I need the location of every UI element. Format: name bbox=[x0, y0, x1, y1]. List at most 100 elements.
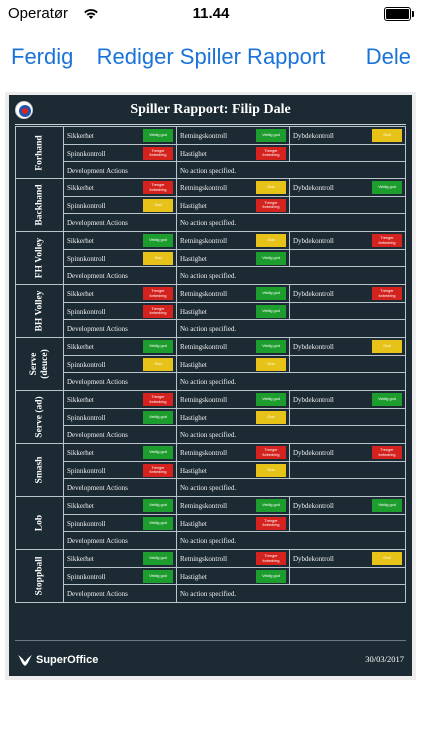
rating-badge: God bbox=[143, 198, 173, 212]
skill-label: Sikkerhet bbox=[67, 555, 94, 563]
rating-badge: God bbox=[143, 357, 173, 371]
skill-cell: Hastighet God bbox=[177, 355, 290, 373]
skill-label: Sikkerhet bbox=[67, 343, 94, 351]
rating-badge: Veldig god bbox=[143, 569, 173, 583]
skill-cell: Spinnkontroll Veldig god bbox=[64, 567, 177, 585]
skill-cell: Dybdekontroll Veldig god bbox=[290, 391, 405, 408]
skill-label: Spinnkontroll bbox=[67, 413, 106, 422]
report-document[interactable]: Spiller Rapport: Filip Dale Forhand Sikke… bbox=[9, 95, 412, 676]
skill-cell: Dybdekontroll Trenger forbedring bbox=[290, 232, 405, 249]
skill-cell: Hastighet Veldig god bbox=[177, 567, 290, 585]
rating-badge: Veldig god bbox=[143, 516, 173, 530]
skill-label: Hastighet bbox=[180, 307, 207, 316]
skill-cell: Dybdekontroll Trenger forbedring bbox=[290, 285, 405, 302]
skill-cell: Hastighet God bbox=[177, 408, 290, 426]
rating-badge: Veldig god bbox=[143, 129, 173, 142]
skill-cell: Sikkerhet Trenger forbedring bbox=[64, 285, 177, 302]
skill-label: Spinnkontroll bbox=[67, 307, 106, 316]
section-label: FH Volley bbox=[16, 232, 64, 284]
skill-label: Hastighet bbox=[180, 413, 207, 422]
skill-cell: Dybdekontroll God bbox=[290, 127, 405, 144]
development-actions-value: No action specified. bbox=[180, 431, 237, 440]
section-label: Lob bbox=[16, 497, 64, 549]
development-actions-value: No action specified. bbox=[180, 325, 237, 334]
skill-label: Retningskontroll bbox=[180, 555, 228, 563]
skill-cell: Hastighet Veldig god bbox=[177, 249, 290, 267]
skill-row: Spinnkontroll Trenger forbedring Hastighet… bbox=[64, 144, 405, 163]
section-3: BH Volley Sikkerhet Trenger forbedring Retn… bbox=[15, 285, 406, 338]
rating-badge: God bbox=[256, 357, 286, 371]
skill-label: Sikkerhet bbox=[67, 237, 94, 245]
development-actions-label: Development Actions bbox=[67, 537, 128, 546]
rating-badge: Trenger forbedring bbox=[256, 446, 286, 459]
skill-label: Sikkerhet bbox=[67, 502, 94, 510]
section-name: Lob bbox=[34, 514, 44, 532]
skill-cell bbox=[290, 409, 405, 426]
skill-label: Spinnkontroll bbox=[67, 149, 106, 158]
skill-row: Sikkerhet Trenger forbedring Retningskontr… bbox=[64, 391, 405, 409]
development-actions-row: Development Actions No action specified. bbox=[64, 373, 405, 391]
skill-cell: Hastighet God bbox=[177, 461, 290, 479]
carrier-name: Operatør bbox=[8, 5, 69, 22]
development-actions-label: Development Actions bbox=[67, 590, 128, 599]
development-actions-value-cell: No action specified. bbox=[177, 426, 405, 444]
rating-badge: Veldig god bbox=[143, 410, 173, 424]
rating-badge: Veldig god bbox=[372, 181, 402, 194]
skill-label: Dybdekontroll bbox=[293, 184, 334, 192]
section-5: Serve (ad) Sikkerhet Trenger forbedring Ret… bbox=[15, 391, 406, 444]
skill-cell: Spinnkontroll Veldig god bbox=[64, 514, 177, 532]
development-actions-value: No action specified. bbox=[180, 537, 237, 546]
skill-label: Hastighet bbox=[180, 360, 207, 369]
rating-badge: Veldig god bbox=[143, 446, 173, 459]
skill-cell: Retningskontroll God bbox=[177, 179, 290, 196]
skill-row: Spinnkontroll God Hastighet Veldig god bbox=[64, 249, 405, 268]
superoffice-logo-icon bbox=[18, 655, 32, 666]
skill-row: Spinnkontroll Veldig god Hastighet God bbox=[64, 408, 405, 427]
skill-label: Sikkerhet bbox=[67, 396, 94, 404]
skill-label: Spinnkontroll bbox=[67, 360, 106, 369]
development-actions-value-cell: No action specified. bbox=[177, 162, 405, 180]
skill-cell: Hastighet Trenger forbedring bbox=[177, 196, 290, 214]
skill-cell: Spinnkontroll Trenger forbedring bbox=[64, 302, 177, 320]
skill-cell bbox=[290, 568, 405, 585]
brand-name: SuperOffice bbox=[36, 654, 99, 666]
section-name: FH Volley bbox=[34, 237, 44, 279]
skill-label: Spinnkontroll bbox=[67, 466, 106, 475]
skill-label: Retningskontroll bbox=[180, 449, 228, 457]
share-button[interactable]: Dele bbox=[365, 44, 411, 69]
rating-badge: Veldig god bbox=[143, 499, 173, 512]
rating-badge: Veldig god bbox=[256, 499, 286, 512]
development-actions-value: No action specified. bbox=[180, 272, 237, 281]
development-actions-row: Development Actions No action specified. bbox=[64, 585, 405, 603]
development-actions-label: Development Actions bbox=[67, 272, 128, 281]
rating-badge: Veldig god bbox=[256, 569, 286, 583]
skill-row: Spinnkontroll Trenger forbedring Hastighet… bbox=[64, 302, 405, 321]
skill-cell bbox=[290, 462, 405, 479]
skill-cell: Dybdekontroll Veldig god bbox=[290, 497, 405, 514]
skill-label: Hastighet bbox=[180, 254, 207, 263]
done-button[interactable]: Ferdig bbox=[11, 44, 74, 69]
skill-cell: Dybdekontroll Trenger forbedring bbox=[290, 444, 405, 461]
development-actions-label-cell: Development Actions bbox=[64, 373, 177, 391]
skill-cell: Sikkerhet Veldig god bbox=[64, 338, 177, 355]
development-actions-label: Development Actions bbox=[67, 325, 128, 334]
rating-badge: Veldig god bbox=[143, 234, 173, 247]
section-2: FH Volley Sikkerhet Veldig god Retningskont… bbox=[15, 232, 406, 285]
rating-badge: Trenger forbedring bbox=[143, 181, 173, 194]
development-actions-value-cell: No action specified. bbox=[177, 479, 405, 497]
section-label: BH Volley bbox=[16, 285, 64, 337]
skill-label: Spinnkontroll bbox=[67, 572, 106, 581]
development-actions-label-cell: Development Actions bbox=[64, 214, 177, 232]
section-name: BH Volley bbox=[34, 290, 44, 332]
skill-label: Hastighet bbox=[180, 466, 207, 475]
section-name: Smash bbox=[34, 456, 44, 484]
skill-cell: Retningskontroll Veldig god bbox=[177, 391, 290, 408]
skill-cell: Spinnkontroll God bbox=[64, 355, 177, 373]
development-actions-label: Development Actions bbox=[67, 484, 128, 493]
skill-label: Sikkerhet bbox=[67, 290, 94, 298]
report-grid: Forhand Sikkerhet Veldig god Retningskontro… bbox=[15, 126, 406, 603]
development-actions-value: No action specified. bbox=[180, 219, 237, 228]
skill-cell: Dybdekontroll God bbox=[290, 338, 405, 355]
rating-badge: Trenger forbedring bbox=[143, 304, 173, 318]
skill-cell: Hastighet Trenger forbedring bbox=[177, 144, 290, 162]
